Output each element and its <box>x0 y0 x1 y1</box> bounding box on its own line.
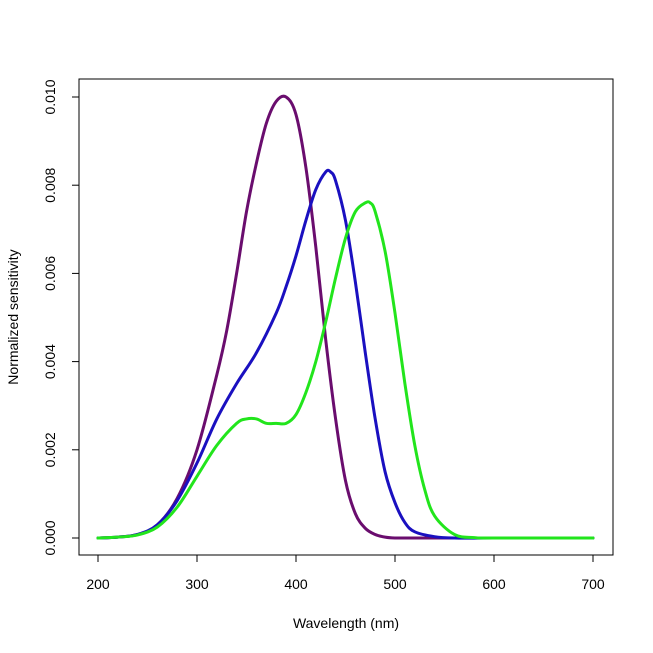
series-line-1 <box>96 94 595 540</box>
x-axis-title: Wavelength (nm) <box>293 615 399 631</box>
x-tick-label: 400 <box>284 576 308 592</box>
series-line-3 <box>96 200 595 540</box>
x-tick-label: 300 <box>185 576 209 592</box>
y-tick-label: 0.008 <box>42 167 58 202</box>
y-tick-label: 0.004 <box>42 344 58 379</box>
series-layer <box>96 94 595 540</box>
x-tick-label: 200 <box>86 576 110 592</box>
y-tick-label: 0.006 <box>42 256 58 291</box>
x-tick-label: 700 <box>581 576 605 592</box>
y-tick-label: 0.002 <box>42 432 58 467</box>
x-tick-label: 600 <box>482 576 506 592</box>
x-axis: 200 300 400 500 600 700 <box>86 554 605 592</box>
y-tick-label: 0.010 <box>42 79 58 114</box>
x-tick-label: 500 <box>383 576 407 592</box>
series-line-2 <box>96 168 595 540</box>
y-axis: 0.000 0.002 0.004 0.006 0.008 0.010 <box>42 79 80 556</box>
y-axis-title: Normalized sensitivity <box>5 249 21 384</box>
y-tick-label: 0.000 <box>42 520 58 555</box>
